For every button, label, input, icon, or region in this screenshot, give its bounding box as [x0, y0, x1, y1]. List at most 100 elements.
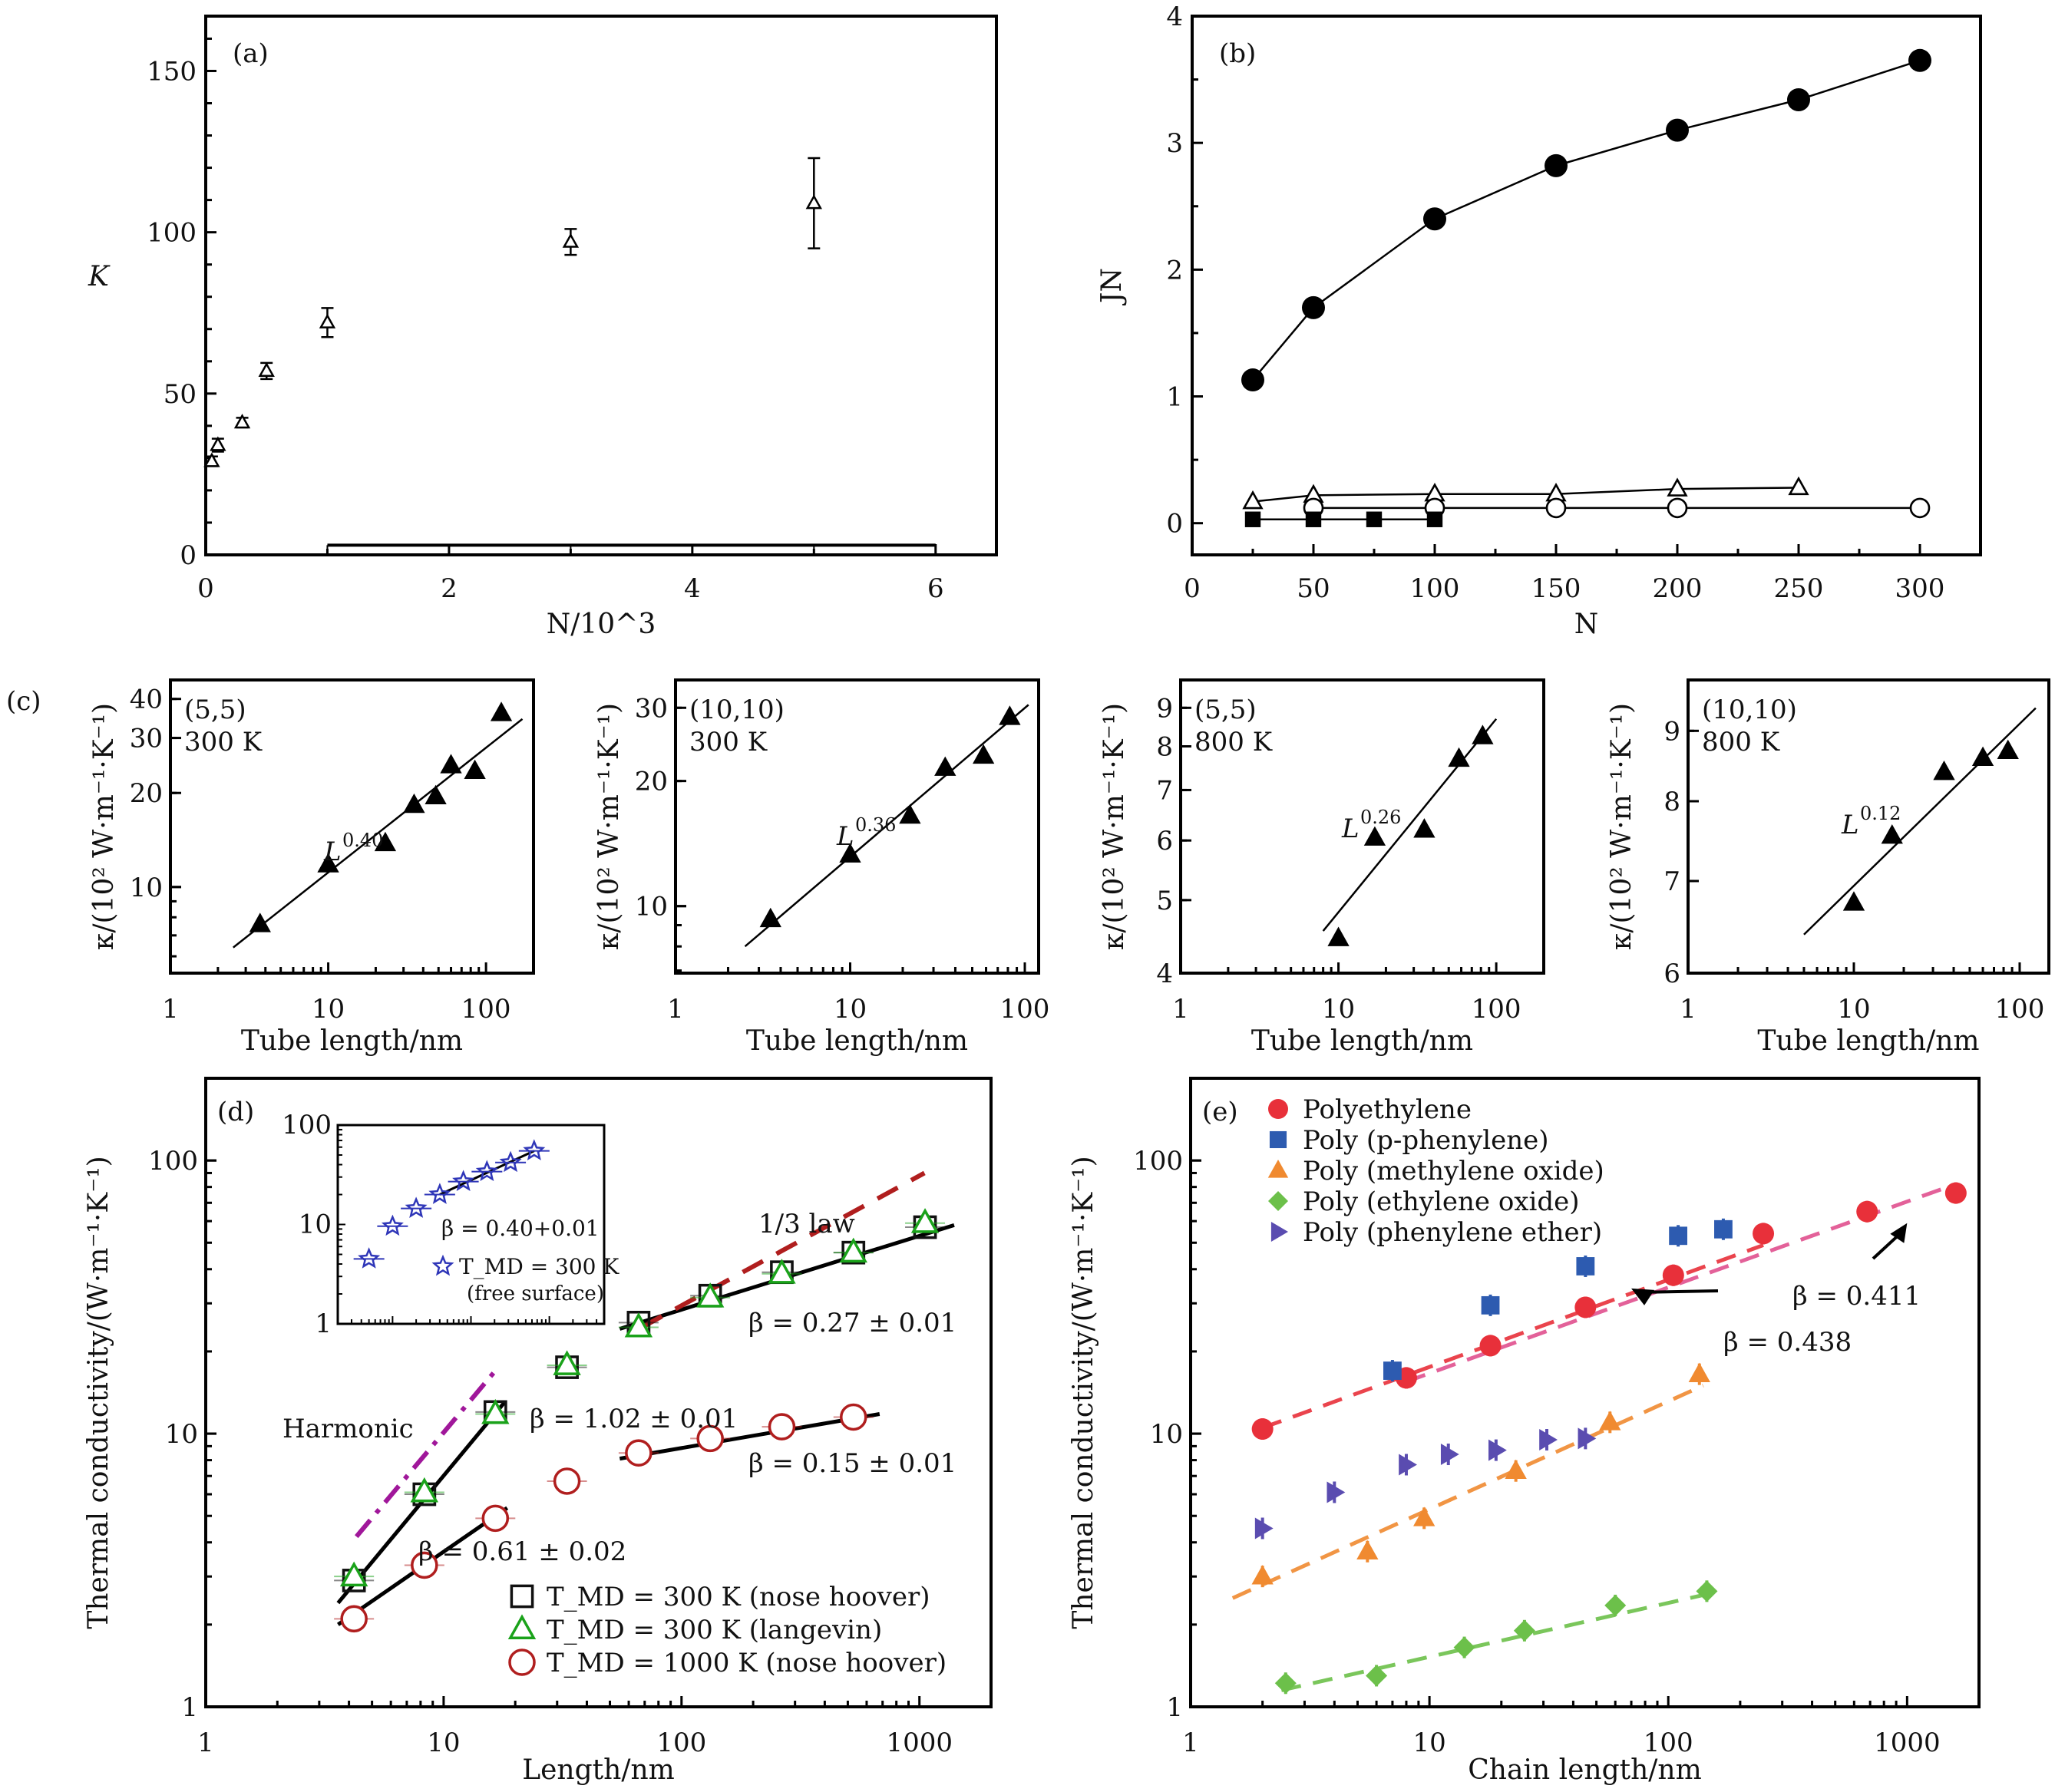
fit-beta-label: β = 0.61 ± 0.02 — [418, 1536, 626, 1567]
x-axis-label: N/10^3 — [547, 609, 656, 640]
fit-line — [1261, 1243, 1764, 1430]
x-tick-label: 6 — [927, 573, 944, 604]
x-tick-label: 100 — [656, 1728, 706, 1758]
plot-frame — [1179, 678, 1545, 975]
y-tick-label: 6 — [1663, 959, 1680, 989]
inset-chart: 1 10 100 β = 0.40+0.01 T_MD = 300 K (free sur… — [282, 1110, 619, 1339]
legend-entry: T_MD = 1000 K (nose hoover) — [547, 1648, 947, 1678]
panel-label: (a) — [233, 38, 269, 69]
data-point — [1481, 1295, 1500, 1315]
data-point — [1944, 1182, 1967, 1204]
plot-frame — [1687, 678, 2050, 975]
series-line — [1252, 487, 1799, 503]
data-point — [317, 853, 339, 873]
y-axis-label: K — [88, 261, 111, 292]
chart-d: 1 10 100 1000 1 10 100 (d) β = 0.27 ± 0.01 β = 1.… — [83, 1077, 993, 1786]
panel-label: (c) — [6, 686, 41, 717]
data-point — [1423, 207, 1446, 231]
x-tick-label: 1 — [197, 1728, 214, 1758]
plot-frame — [1189, 1077, 1981, 1708]
inset-data-point — [523, 1139, 546, 1160]
fit-line — [640, 1170, 926, 1330]
legend-marker — [1268, 1099, 1288, 1119]
x-tick-label: 4 — [684, 573, 701, 604]
x-axis-label: Length/nm — [522, 1754, 675, 1786]
data-point — [1472, 724, 1494, 744]
data-point — [374, 831, 397, 852]
x-tick-label: 10 — [834, 994, 867, 1025]
data-point — [1539, 1429, 1558, 1451]
fit-exponent-label: L — [1341, 813, 1360, 844]
y-axis-label: κ/(10² W·m⁻¹·K⁻¹) — [593, 703, 625, 950]
y-axis-label: JN — [1096, 268, 1128, 306]
inset-data-point — [405, 1196, 428, 1218]
data-point — [1363, 826, 1386, 846]
plot-frame — [204, 1077, 993, 1708]
data-point — [1688, 1362, 1710, 1382]
y-tick-label: 0 — [180, 540, 197, 571]
data-point — [695, 1282, 725, 1308]
inset-label-chirality: (5,5) — [184, 695, 246, 725]
data-point — [481, 1398, 510, 1424]
data-point — [1856, 1200, 1878, 1223]
chart-c1: 1 10 100 10 20 30 40 (c) (5,5)300 K L 0.40 Tube len… — [6, 678, 535, 1057]
inset-fit-line — [439, 1150, 535, 1196]
series-filled-square — [1244, 511, 1443, 527]
data-point — [1448, 747, 1470, 767]
data-point — [1545, 497, 1567, 519]
data-point — [1242, 490, 1264, 510]
harmonic-label: Harmonic — [282, 1414, 414, 1444]
y-tick-label: 8 — [1663, 787, 1680, 817]
data-point — [562, 233, 580, 248]
panel-label: (d) — [217, 1097, 254, 1127]
data-point — [1302, 295, 1325, 319]
data-point — [1356, 1540, 1379, 1560]
chart-a: 0 2 4 6 0 50 100 150 (a) N/10^3 K — [88, 15, 998, 640]
data-point — [1254, 1517, 1274, 1540]
y-tick-label: 30 — [635, 693, 668, 724]
legend-marker — [1269, 1130, 1287, 1149]
data-point — [1666, 118, 1689, 142]
data-point — [1274, 1672, 1297, 1695]
inset-y-tick-label: 100 — [282, 1110, 332, 1140]
plot-frame — [169, 678, 535, 975]
data-point — [490, 701, 513, 721]
data-point — [1667, 477, 1688, 497]
x-tick-label: 10 — [1412, 1728, 1445, 1758]
data-point — [999, 705, 1021, 725]
x-tick-label: 10 — [1837, 994, 1870, 1025]
x-tick-label: 150 — [1531, 573, 1581, 604]
data-point — [1908, 48, 1931, 72]
inset-legend-line2: (free surface) — [467, 1282, 604, 1305]
y-tick-label: 4 — [1166, 2, 1183, 32]
y-tick-label: 10 — [165, 1419, 198, 1450]
inset-legend-marker — [431, 1254, 454, 1276]
data-point — [768, 1413, 796, 1441]
data-point — [839, 1403, 867, 1431]
y-tick-label: 3 — [1166, 128, 1183, 159]
y-tick-label: 8 — [1156, 732, 1173, 763]
inset-data-point — [452, 1170, 475, 1191]
data-point — [553, 1467, 581, 1495]
y-tick-label: 100 — [1133, 1146, 1183, 1177]
data-point — [481, 1504, 510, 1533]
series-line — [1252, 59, 1921, 381]
plot-frame — [674, 678, 1040, 975]
data-point — [203, 452, 220, 467]
series-filled-circle — [1241, 48, 1931, 392]
data-point — [249, 913, 271, 932]
y-axis-label: Thermal conductivity/(W·m⁻¹·K⁻¹) — [1068, 1156, 1099, 1629]
data-point — [425, 784, 447, 805]
data-point — [934, 756, 956, 776]
inset-label-temperature: 300 K — [689, 727, 768, 757]
fit-line — [1231, 1384, 1704, 1600]
data-point — [1574, 1296, 1597, 1318]
x-tick-label: 100 — [1995, 994, 2045, 1025]
inset-label-chirality: (5,5) — [1194, 695, 1257, 725]
data-point — [339, 1561, 368, 1587]
data-point — [1326, 1481, 1346, 1503]
x-tick-label: 100 — [1000, 994, 1050, 1025]
